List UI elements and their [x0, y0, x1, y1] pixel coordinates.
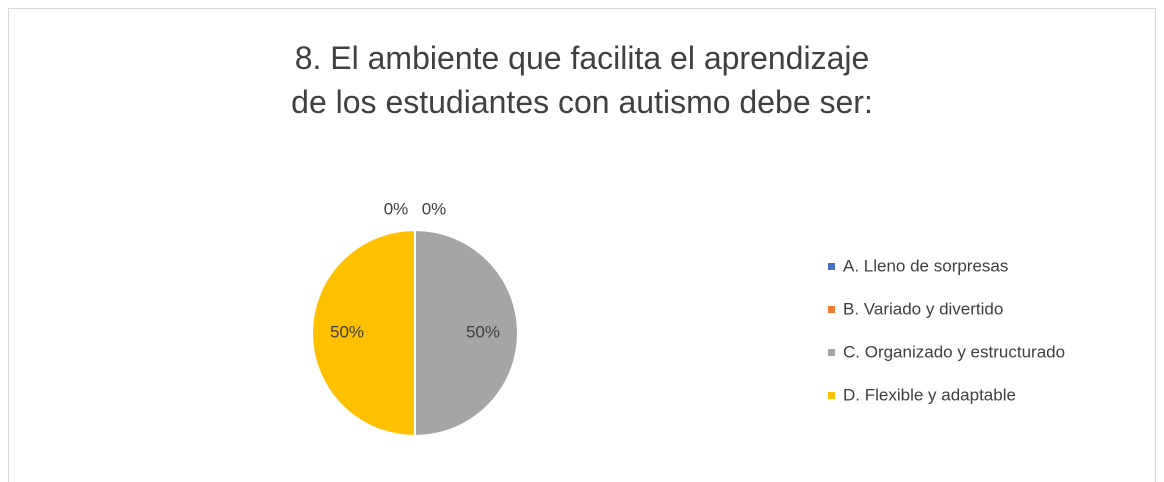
pie-slice — [414, 228, 519, 438]
legend-label: A. Lleno de sorpresas — [843, 256, 1008, 275]
legend-label: D. Flexible y adaptable — [843, 385, 1016, 404]
data-label: 50% — [330, 322, 364, 341]
data-label: 50% — [466, 322, 500, 341]
legend-marker — [828, 349, 835, 356]
chart-border — [8, 8, 1156, 482]
legend-label: B. Variado y divertido — [843, 299, 1003, 318]
data-label: 0% — [422, 199, 447, 218]
legend-marker — [828, 306, 835, 313]
data-label: 0% — [384, 199, 409, 218]
legend-marker — [828, 392, 835, 399]
pie-slice — [311, 228, 416, 438]
legend-marker — [828, 263, 835, 270]
chart-title: 8. El ambiente que facilita el aprendiza… — [291, 40, 873, 120]
legend-label: C. Organizado y estructurado — [843, 342, 1065, 361]
